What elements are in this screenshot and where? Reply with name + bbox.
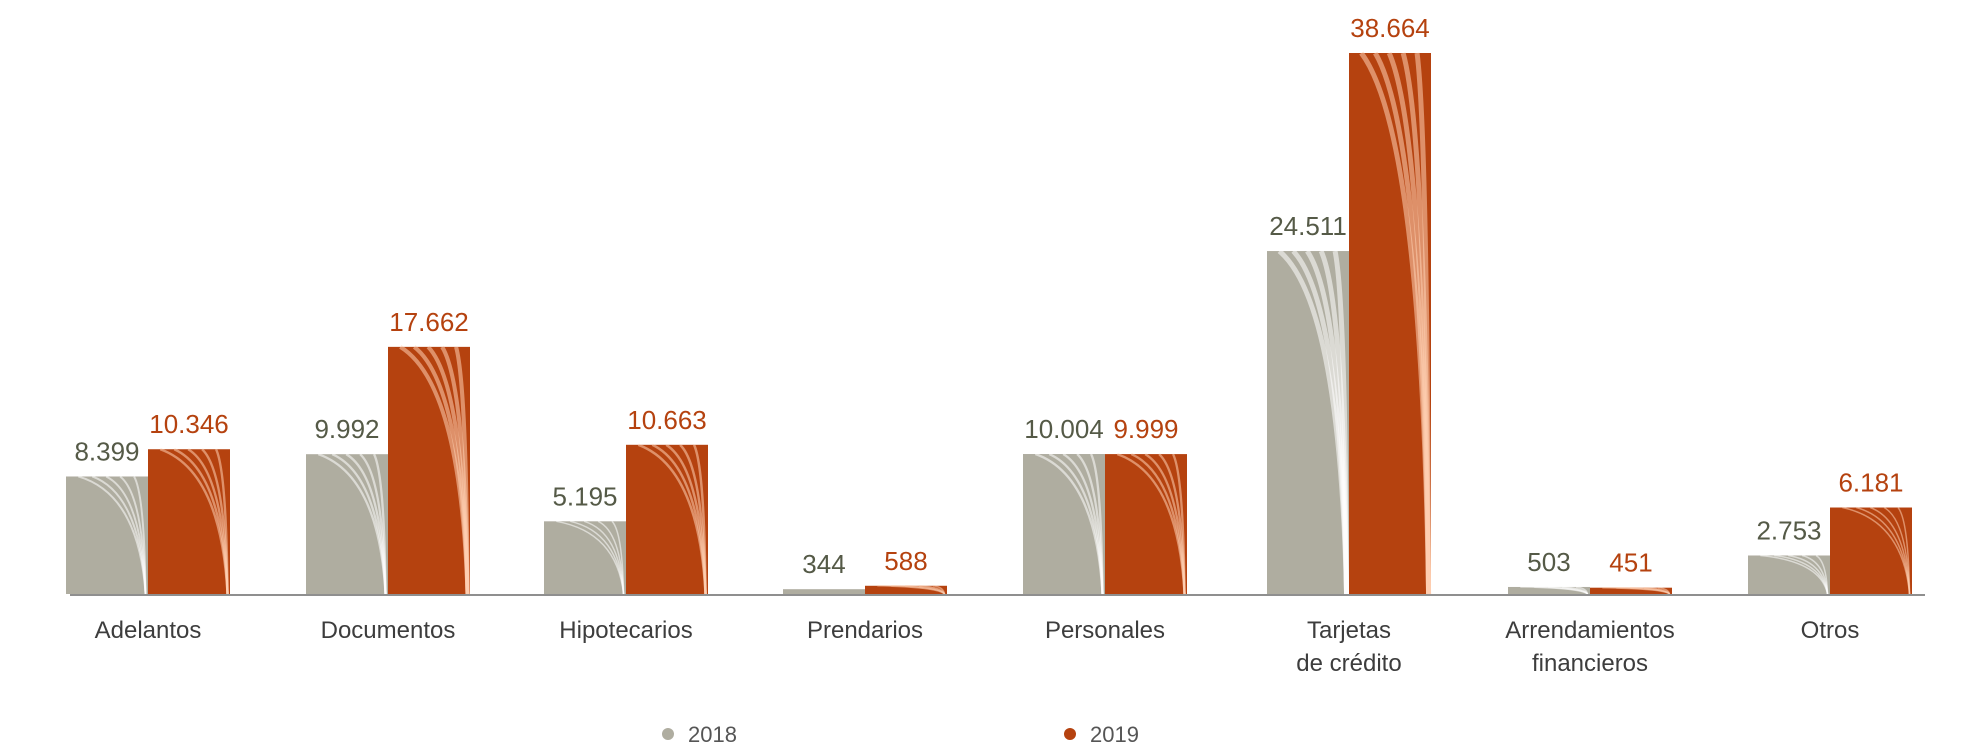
- value-label-2019-5: 38.664: [1350, 13, 1430, 43]
- value-label-2018-1: 9.992: [314, 414, 379, 444]
- category-label-0: Adelantos: [95, 617, 202, 644]
- category-label-5: Tarjetas: [1307, 617, 1391, 644]
- bar-2018-2: [544, 521, 626, 594]
- value-label-2019-0: 10.346: [149, 409, 229, 439]
- bar-stripe-icon: [692, 444, 707, 595]
- category-label-6: financieros: [1532, 650, 1648, 677]
- bar-2018-6: [1508, 586, 1590, 594]
- legend-label-2019: 2019: [1090, 722, 1139, 747]
- value-label-2019-6: 451: [1609, 548, 1652, 578]
- category-label-1: Documentos: [321, 617, 456, 644]
- value-label-2019-2: 10.663: [627, 405, 707, 435]
- category-label-5: de crédito: [1296, 650, 1401, 677]
- bar-stripe-icon: [214, 448, 229, 595]
- category-label-3: Prendarios: [807, 617, 923, 644]
- bar-stripe-icon: [932, 585, 946, 595]
- value-label-2018-5: 24.511: [1269, 211, 1347, 241]
- legend: 2018 2019: [662, 722, 1139, 747]
- bar-stripe-icon: [1897, 507, 1911, 595]
- value-label-2018-2: 5.195: [552, 481, 617, 511]
- bar-stripe-icon: [1414, 52, 1432, 595]
- bar-stripe-icon: [1815, 554, 1829, 595]
- bar-stripe-icon: [1575, 586, 1589, 595]
- value-labels-group: 8.399 10.346 9.992 17.662 5.195 10.663 344 588 1…: [74, 13, 1903, 579]
- value-label-2018-7: 2.753: [1756, 515, 1821, 545]
- value-label-2018-3: 344: [802, 549, 845, 579]
- value-label-2018-6: 503: [1527, 547, 1570, 577]
- bar-2019-7: [1830, 507, 1912, 594]
- bar-stripe-icon: [1089, 453, 1104, 595]
- category-label-7: Otros: [1801, 617, 1860, 644]
- category-label-6: Arrendamientos: [1505, 617, 1674, 644]
- category-labels-group: Adelantos Documentos Hipotecarios Prendario…: [95, 617, 1860, 677]
- bar-stripe-icon: [372, 453, 387, 595]
- legend-marker-2019: [1064, 728, 1076, 740]
- bar-2019-3: [865, 585, 947, 594]
- bar-stripe-icon: [611, 520, 625, 595]
- bar-stripe-icon: [1171, 453, 1186, 595]
- value-label-2018-0: 8.399: [74, 436, 139, 466]
- bar-stripe-icon: [1332, 250, 1350, 595]
- bar-stripe-icon: [133, 475, 147, 595]
- bar-stripe-icon: [1657, 586, 1671, 595]
- value-label-2019-4: 9.999: [1113, 414, 1178, 444]
- bar-2019-6: [1590, 587, 1672, 594]
- value-label-2019-3: 588: [884, 546, 927, 576]
- value-label-2019-7: 6.181: [1838, 468, 1903, 498]
- bars-group: [66, 51, 1912, 595]
- bar-stripe-icon: [454, 346, 470, 595]
- value-label-2018-4: 10.004: [1024, 414, 1104, 444]
- bar-2018-0: [66, 476, 148, 594]
- category-label-2: Hipotecarios: [559, 617, 692, 644]
- legend-marker-2018: [662, 728, 674, 740]
- category-label-4: Personales: [1045, 617, 1165, 644]
- bar-2018-3: [783, 589, 865, 594]
- legend-label-2018: 2018: [688, 722, 737, 747]
- value-label-2019-1: 17.662: [389, 307, 469, 337]
